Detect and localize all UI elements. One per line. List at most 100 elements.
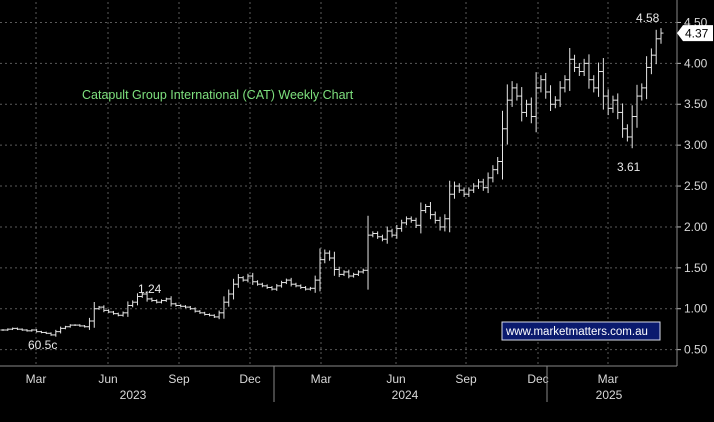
price-bar bbox=[115, 312, 121, 317]
price-bar bbox=[245, 273, 251, 283]
price-bar bbox=[605, 89, 611, 116]
price-bar bbox=[648, 48, 654, 75]
grid-lines bbox=[0, 2, 677, 366]
price-bar bbox=[375, 231, 381, 239]
annotation-label: 1.24 bbox=[138, 282, 162, 296]
price-bar bbox=[144, 291, 150, 302]
price-bar bbox=[96, 305, 102, 310]
price-bar bbox=[264, 284, 270, 289]
price-bar bbox=[490, 165, 496, 183]
price-bar bbox=[202, 311, 208, 316]
price-bar bbox=[581, 58, 587, 77]
price-bar bbox=[72, 324, 78, 327]
price-bar bbox=[283, 278, 289, 285]
price-bar bbox=[192, 307, 198, 313]
price-bar bbox=[173, 302, 179, 307]
x-tick-label: Sep bbox=[168, 372, 190, 386]
price-bar bbox=[572, 54, 578, 72]
x-tick-label: Mar bbox=[598, 372, 619, 386]
y-tick-label: 0.50 bbox=[684, 343, 708, 357]
price-bar bbox=[423, 203, 429, 214]
price-bar bbox=[38, 330, 44, 334]
last-price-box bbox=[677, 25, 713, 42]
x-tick-label: Dec bbox=[527, 372, 548, 386]
price-bar bbox=[456, 183, 462, 193]
price-bar bbox=[500, 110, 506, 180]
price-bar bbox=[355, 270, 361, 277]
price-bar bbox=[298, 284, 304, 289]
price-bar bbox=[134, 293, 140, 306]
price-bar bbox=[163, 297, 169, 302]
price-bar bbox=[471, 183, 477, 193]
price-bar bbox=[331, 251, 337, 276]
price-bar bbox=[548, 85, 554, 111]
price-bar bbox=[615, 93, 621, 120]
price-bar bbox=[187, 305, 193, 310]
price-bar bbox=[442, 214, 448, 232]
y-tick-label: 2.00 bbox=[684, 220, 708, 234]
price-bar bbox=[53, 329, 59, 337]
price-bar bbox=[149, 297, 155, 302]
price-bar bbox=[427, 201, 433, 220]
y-tick-label: 2.50 bbox=[684, 179, 708, 193]
price-bar bbox=[528, 97, 534, 124]
price-bar bbox=[34, 329, 40, 333]
price-bar bbox=[226, 289, 232, 307]
price-bar bbox=[447, 180, 453, 233]
annotation-label: 3.61 bbox=[617, 160, 641, 174]
price-bar bbox=[62, 325, 68, 330]
price-bar bbox=[168, 296, 174, 307]
price-bar bbox=[466, 187, 472, 197]
watermark-text: www.marketmatters.com.au bbox=[505, 326, 648, 338]
price-bar bbox=[591, 75, 597, 93]
price-bar bbox=[0, 329, 6, 331]
price-bar bbox=[653, 29, 659, 65]
price-bar bbox=[504, 84, 510, 145]
price-bar bbox=[211, 314, 217, 318]
price-bar bbox=[120, 311, 126, 317]
price-bar bbox=[600, 58, 606, 110]
price-bar bbox=[360, 268, 366, 274]
price-bar bbox=[495, 157, 501, 175]
y-tick-label: 3.00 bbox=[684, 138, 708, 152]
chart-title: Catapult Group International (CAT) Weekl… bbox=[82, 88, 354, 102]
price-bar bbox=[639, 83, 645, 101]
watermark-box bbox=[501, 321, 661, 341]
price-bar bbox=[408, 216, 414, 223]
annotation-label: 60.5c bbox=[28, 338, 57, 352]
price-bar bbox=[29, 329, 35, 332]
price-bar bbox=[231, 278, 237, 300]
price-bar bbox=[178, 304, 184, 308]
price-bar bbox=[610, 95, 616, 113]
price-bar bbox=[644, 56, 650, 100]
price-bar bbox=[437, 216, 443, 231]
price-bar bbox=[207, 313, 213, 317]
price-bar bbox=[139, 292, 145, 298]
price-bar bbox=[557, 81, 563, 107]
price-bar bbox=[125, 301, 131, 317]
price-bar bbox=[413, 217, 419, 229]
x-year-label: 2025 bbox=[596, 388, 623, 402]
price-bar bbox=[370, 231, 376, 238]
price-bar bbox=[389, 228, 395, 238]
price-bar bbox=[293, 282, 299, 288]
x-year-label: 2023 bbox=[120, 388, 147, 402]
price-bar bbox=[327, 250, 333, 261]
price-bar bbox=[183, 305, 189, 309]
annotation-label: 4.58 bbox=[636, 11, 660, 25]
price-bar bbox=[403, 216, 409, 226]
price-bar bbox=[255, 280, 261, 286]
price-bar bbox=[197, 310, 203, 314]
x-year-label: 2024 bbox=[392, 388, 419, 402]
price-bar bbox=[274, 284, 280, 291]
price-bar bbox=[399, 219, 405, 232]
price-bar bbox=[312, 275, 318, 293]
price-bar bbox=[365, 215, 371, 290]
x-tick-label: Jun bbox=[98, 372, 117, 386]
price-bar bbox=[269, 286, 275, 291]
price-bar bbox=[658, 28, 664, 44]
price-bar bbox=[543, 72, 549, 99]
price-bar bbox=[216, 310, 222, 320]
